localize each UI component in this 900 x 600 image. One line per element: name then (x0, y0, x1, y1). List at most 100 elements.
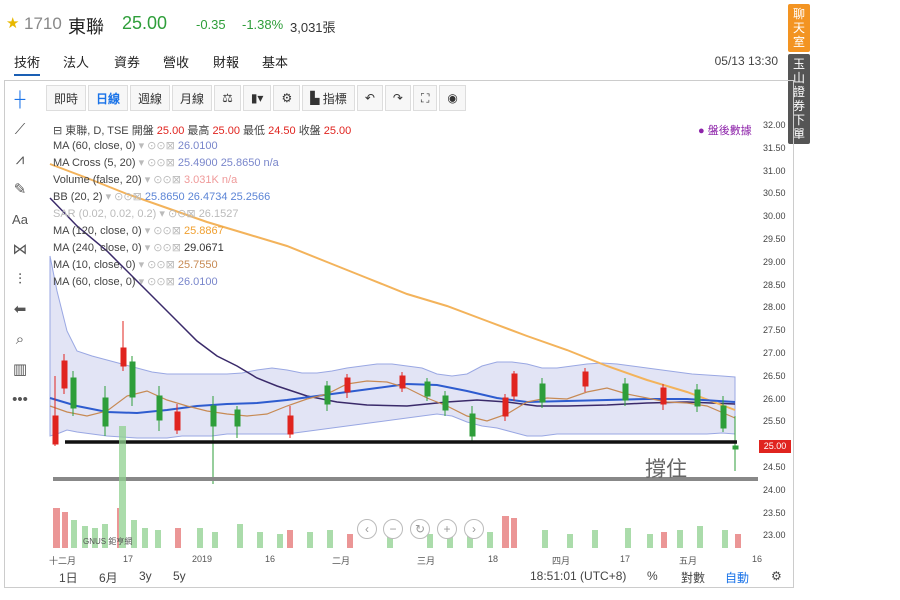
trade-volume: 3,031張 (290, 20, 336, 35)
y-tick-label: 24.00 (763, 484, 786, 495)
y-tick-label: 23.50 (763, 507, 786, 518)
legend-row-label: MA (60, close, 0) (53, 140, 136, 152)
legend-row-controls-icon[interactable]: ▾ ⊙⊙⊠ (135, 276, 178, 288)
weekly-button[interactable]: 週線 (130, 85, 171, 111)
legend-row-controls-icon[interactable]: ▾ ⊙⊙⊠ (141, 242, 184, 254)
tab-basic[interactable]: 基本 (262, 55, 289, 70)
fullscreen-icon[interactable]: ⛶ (412, 85, 438, 111)
more-icon[interactable]: ••• (12, 390, 28, 408)
monthly-button[interactable]: 月線 (172, 85, 213, 111)
legend-open-label: 開盤 (131, 125, 154, 137)
tab-revenue[interactable]: 營收 (163, 55, 190, 70)
legend-row-label: MA (120, close, 0) (53, 225, 142, 237)
legend-row: MA (60, close, 0) ▾ ⊙⊙⊠ 26.0100 (53, 139, 218, 152)
camera-icon[interactable]: ◉ (439, 85, 466, 111)
brush-icon[interactable]: ✎ (13, 181, 27, 198)
range-6m[interactable]: 6月 (99, 571, 118, 585)
zoom-out-icon[interactable]: − (383, 519, 403, 539)
compare-scale-icon[interactable]: ⚖ (214, 85, 241, 111)
legend-row-label: MA Cross (5, 20) (53, 157, 136, 169)
y-tick-label: 26.50 (763, 370, 786, 381)
y-tick-label: 31.00 (763, 165, 786, 176)
legend-close-label: 收盤 (298, 125, 321, 137)
fib-icon[interactable]: ⩘ (15, 150, 25, 168)
range-3y[interactable]: 3y (139, 569, 152, 583)
legend-row-values: 26.0100 (177, 140, 218, 152)
measure-icon[interactable]: ⫶ (18, 270, 22, 288)
log-toggle[interactable]: 對數 (681, 571, 706, 585)
chart-toolbar: 即時 日線 週線 月線 ⚖ ▮▾ ⚙ ▙ 指標 ↶ ↷ ⛶ ◉ (46, 84, 468, 112)
candle-type-icon[interactable]: ▮▾ (242, 85, 272, 111)
legend-row-label: MA (60, close, 0) (53, 276, 136, 288)
zoom-in-icon[interactable]: + (437, 519, 457, 539)
y-tick-label: 28.00 (763, 302, 786, 313)
daily-button[interactable]: 日線 (88, 85, 129, 111)
scroll-right-icon[interactable]: › (464, 519, 484, 539)
legend-row: SAR (0.02, 0.02, 0.2) ▾ ⊙⊙⊠ 26.1527 (53, 207, 238, 220)
x-tick-label: 18 (488, 554, 499, 564)
last-price: 25.00 (122, 13, 168, 33)
tab-margin[interactable]: 資券 (114, 55, 141, 70)
tab-financials[interactable]: 財報 (213, 55, 240, 70)
y-tick-label: 23.00 (763, 530, 786, 541)
legend-row-controls-icon[interactable]: ▾ ⊙⊙⊠ (102, 191, 145, 203)
price-chart[interactable]: GNUS 鉅亨網 (47, 116, 758, 552)
crosshair-icon[interactable]: ┼ (14, 90, 26, 108)
legend-low-label: 最低 (243, 125, 266, 137)
legend-row-values: 26.0100 (177, 276, 218, 288)
x-tick-label: 四月 (552, 556, 571, 566)
favorite-star-icon[interactable]: ★ (6, 15, 20, 32)
settings-icon[interactable]: ⚙ (273, 85, 301, 111)
x-tick-label: 2019 (192, 554, 213, 564)
x-tick-label: 16 (752, 554, 763, 564)
percent-toggle[interactable]: % (647, 569, 658, 583)
ma60-line (49, 382, 736, 415)
y-tick-label: 27.50 (763, 325, 786, 336)
tab-institutional[interactable]: 法人 (63, 55, 90, 70)
collapse-icon[interactable]: ⊟ (53, 125, 63, 137)
back-arrow-icon[interactable]: ⬅ (13, 301, 27, 318)
range-1d[interactable]: 1日 (59, 571, 78, 585)
stock-name: 東聯 (68, 17, 104, 37)
zoom-icon[interactable]: ⌕ (15, 330, 25, 348)
legend-open: 25.00 (156, 125, 185, 137)
reset-zoom-icon[interactable]: ↻ (410, 519, 430, 539)
legend-row-label: Volume (false, 20) (53, 174, 142, 186)
legend-row-controls-icon[interactable]: ▾ ⊙⊙⊠ (135, 140, 178, 152)
legend-row-controls-icon[interactable]: ▾ ⊙⊙⊠ (141, 225, 184, 237)
text-tool-icon[interactable]: Aa (12, 211, 28, 227)
redo-icon[interactable]: ↷ (384, 85, 411, 111)
legend-row: MA (240, close, 0) ▾ ⊙⊙⊠ 29.0671 (53, 241, 224, 254)
ruler-icon[interactable]: ▥ (12, 361, 28, 378)
legend-high-label: 最高 (187, 125, 210, 137)
axis-settings-icon[interactable]: ⚙ (771, 569, 782, 583)
intraday-button[interactable]: 即時 (46, 85, 87, 111)
y-tick-label: 28.50 (763, 279, 786, 290)
legend-row: MA (60, close, 0) ▾ ⊙⊙⊠ 26.0100 (53, 275, 218, 288)
watermark-logo: GNUS 鉅亨網 (83, 536, 132, 546)
chat-room-button[interactable]: 聊天室 (788, 4, 810, 52)
legend-row-label: SAR (0.02, 0.02, 0.2) (53, 208, 157, 220)
trend-line-icon[interactable]: ⟋ (14, 120, 26, 138)
legend-main: ⊟ 東聯, D, TSE 開盤 25.00 最高 25.00 最低 24.50 … (53, 122, 351, 138)
range-5y[interactable]: 5y (173, 569, 186, 583)
legend-row-controls-icon[interactable]: ▾ ⊙⊙⊠ (156, 208, 199, 220)
pattern-icon[interactable]: ⋈ (12, 241, 28, 258)
scroll-left-icon[interactable]: ‹ (357, 519, 377, 539)
indicators-button[interactable]: ▙ 指標 (302, 85, 355, 111)
support-annotation: 撐住 (645, 458, 687, 481)
auto-toggle[interactable]: 自動 (725, 571, 750, 585)
ma240-line (49, 197, 736, 407)
legend-row-values: 29.0671 (184, 242, 224, 254)
undo-icon[interactable]: ↶ (356, 85, 383, 111)
legend-close: 25.00 (323, 125, 352, 137)
price-change: -0.35 (196, 17, 226, 32)
tab-technical[interactable]: 技術 (14, 52, 41, 76)
current-price-tag: 25.00 (759, 440, 791, 453)
legend-row-controls-icon[interactable]: ▾ ⊙⊙⊠ (135, 157, 178, 169)
after-hours-data[interactable]: ● 盤後數據 (698, 125, 752, 137)
legend-row-controls-icon[interactable]: ▾ ⊙⊙⊠ (141, 174, 184, 186)
info-tabs: 技術 法人 資券 營收 財報 基本 05/13 13:30 (0, 50, 790, 76)
legend-row: MA (120, close, 0) ▾ ⊙⊙⊠ 25.8867 (53, 224, 224, 237)
legend-row-controls-icon[interactable]: ▾ ⊙⊙⊠ (135, 259, 178, 271)
